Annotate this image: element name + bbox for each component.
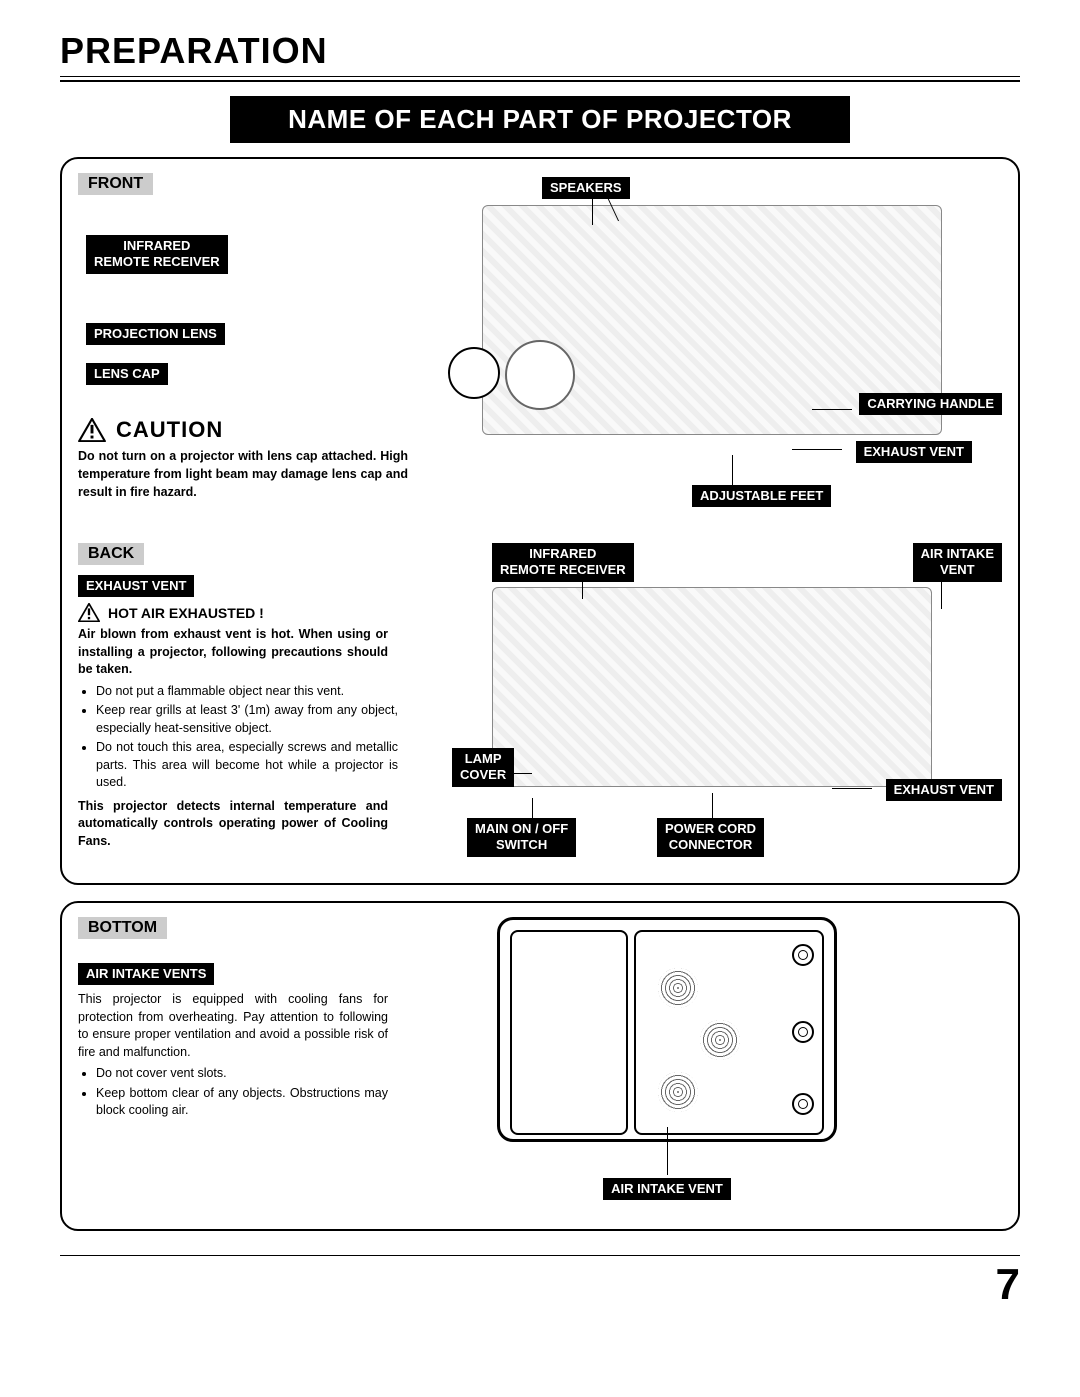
label-exhaust-vent-back-right: EXHAUST VENT — [886, 779, 1002, 801]
label-exhaust-vent-back-left: EXHAUST VENT — [78, 575, 194, 597]
hot-air-intro: Air blown from exhaust vent is hot. When… — [78, 626, 388, 679]
label-power-cord: POWER CORD CONNECTOR — [657, 818, 764, 857]
front-section: FRONT INFRARED REMOTE RECEIVER PROJECTIO… — [78, 173, 1002, 543]
label-carrying-handle: CARRYING HANDLE — [859, 393, 1002, 415]
caution-text: Do not turn on a projector with lens cap… — [78, 447, 408, 501]
footer-rule — [60, 1255, 1020, 1256]
label-air-intake-vent-back: AIR INTAKE VENT — [913, 543, 1002, 582]
label-lamp-cover: LAMP COVER — [452, 748, 514, 787]
hot-air-title: HOT AIR EXHAUSTED ! — [108, 605, 264, 621]
back-section: BACK EXHAUST VENT HOT AIR EXHAUSTED ! Ai… — [78, 543, 1002, 873]
label-lens-cap: LENS CAP — [86, 363, 168, 385]
bottom-bullets: Do not cover vent slots. Keep bottom cle… — [96, 1065, 388, 1120]
hot-air-bullets: Do not put a flammable object near this … — [96, 683, 398, 792]
bottom-projector-diagram — [497, 917, 837, 1142]
page-number: 7 — [60, 1260, 1020, 1310]
warning-icon — [78, 418, 106, 442]
cooling-fan-note: This projector detects internal temperat… — [78, 798, 388, 851]
label-ir-receiver-back: INFRARED REMOTE RECEIVER — [492, 543, 634, 582]
label-air-intake-vents-heading: AIR INTAKE VENTS — [78, 963, 214, 985]
label-projection-lens: PROJECTION LENS — [86, 323, 225, 345]
page-title: PREPARATION — [60, 30, 1020, 72]
label-speakers: SPEAKERS — [542, 177, 630, 199]
list-item: Keep rear grills at least 3' (1m) away f… — [96, 702, 398, 737]
back-projector-diagram — [492, 587, 932, 787]
label-exhaust-vent-front: EXHAUST VENT — [856, 441, 972, 463]
label-main-switch: MAIN ON / OFF SWITCH — [467, 818, 576, 857]
label-adjustable-feet: ADJUSTABLE FEET — [692, 485, 831, 507]
label-ir-receiver-front: INFRARED REMOTE RECEIVER — [86, 235, 228, 274]
front-sub-label: FRONT — [78, 173, 153, 195]
title-underline — [60, 76, 1020, 82]
bottom-diagram-box: BOTTOM AIR INTAKE VENTS This projector i… — [60, 901, 1020, 1231]
list-item: Do not cover vent slots. — [96, 1065, 388, 1083]
label-air-intake-vent-bottom: AIR INTAKE VENT — [603, 1178, 731, 1200]
list-item: Do not put a flammable object near this … — [96, 683, 398, 701]
bottom-diagram-area: AIR INTAKE VENT — [432, 917, 902, 1217]
main-diagram-box: FRONT INFRARED REMOTE RECEIVER PROJECTIO… — [60, 157, 1020, 885]
section-banner: NAME OF EACH PART OF PROJECTOR — [230, 96, 850, 143]
bottom-sub-label: BOTTOM — [78, 917, 167, 939]
caution-title: CAUTION — [116, 417, 223, 443]
list-item: Do not touch this area, especially screw… — [96, 739, 398, 792]
bottom-text: This projector is equipped with cooling … — [78, 991, 388, 1061]
warning-icon — [78, 603, 100, 622]
back-sub-label: BACK — [78, 543, 144, 565]
list-item: Keep bottom clear of any objects. Obstru… — [96, 1085, 388, 1120]
